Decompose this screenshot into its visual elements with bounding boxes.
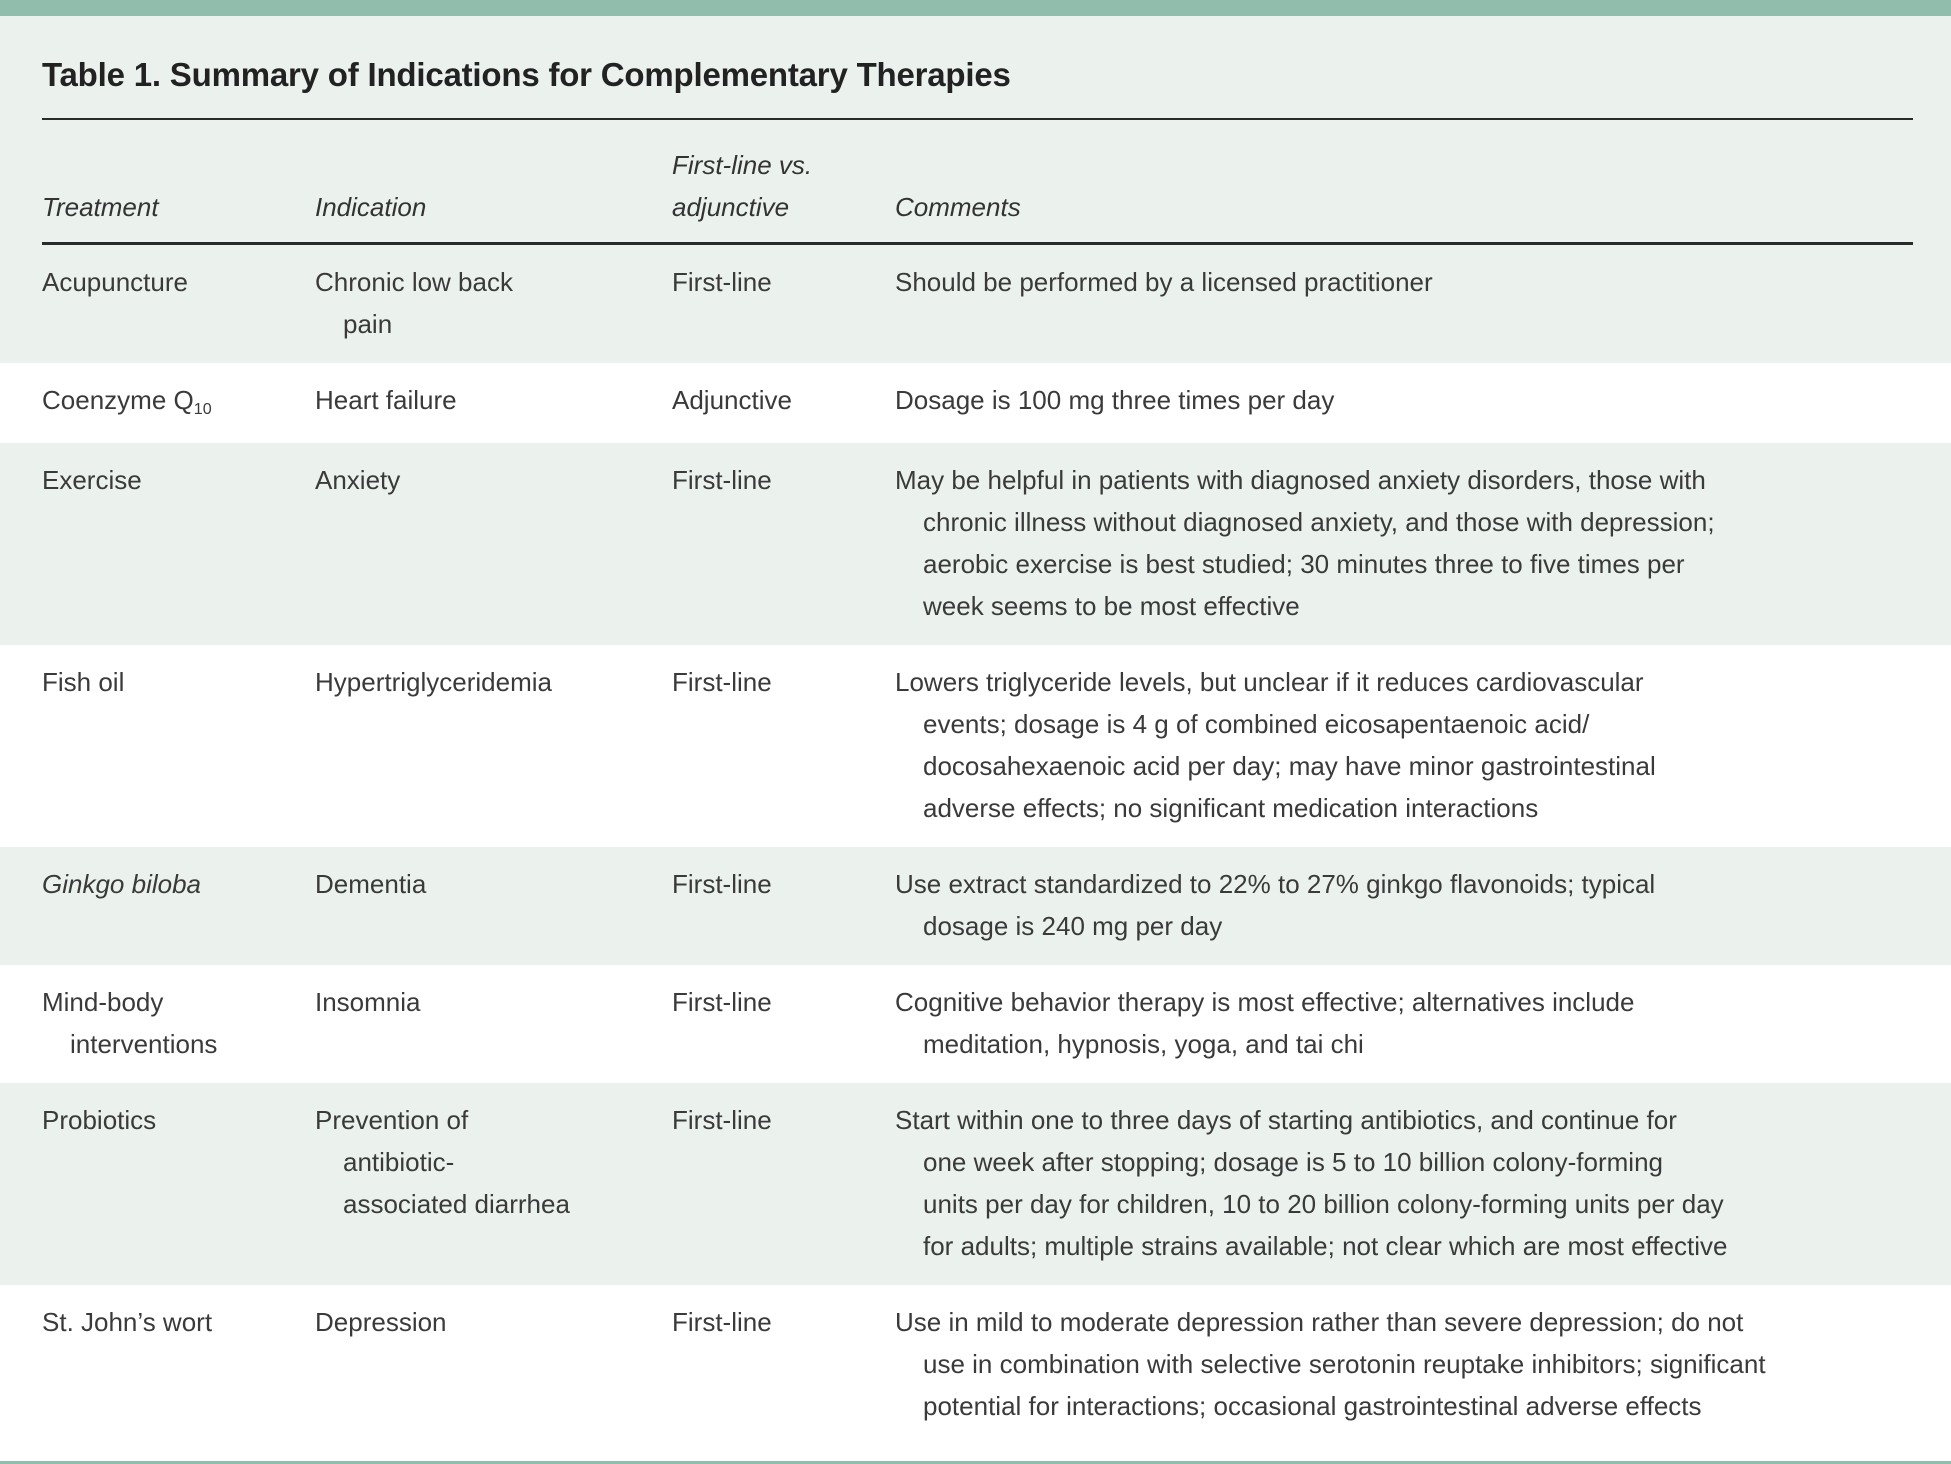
- title-rule-wrap: [0, 118, 1951, 120]
- treatment-cell: Acupuncture: [42, 267, 188, 297]
- bottom-accent-bar: [0, 1461, 1951, 1464]
- treatment-cell: Coenzyme Q10: [42, 363, 315, 443]
- line-cell: First-line: [672, 1307, 772, 1337]
- comments-cell: Should be performed by a licensed practi…: [895, 267, 1433, 297]
- line-cell: First-line: [672, 987, 772, 1017]
- treatment-subscript: 10: [193, 399, 212, 418]
- table-row-coenzyme-q10: Coenzyme Q10 Heart failure Adjunctive Do…: [0, 363, 1951, 443]
- table-row-acupuncture: Acupuncture Chronic low back pain First-…: [0, 245, 1951, 363]
- column-header-row: Treatment Indication First-line vs. adju…: [0, 120, 1951, 242]
- top-accent-bar: [0, 0, 1951, 16]
- table-title: Table 1. Summary of Indications for Comp…: [42, 56, 1011, 93]
- comments-cell: May be helpful in patients with diagnose…: [895, 465, 1715, 621]
- indication-cell: Depression: [315, 1307, 447, 1337]
- table-row-exercise: Exercise Anxiety First-line May be helpf…: [0, 443, 1951, 645]
- comments-cell: Use extract standardized to 22% to 27% g…: [895, 869, 1656, 941]
- treatment-cell: Probiotics: [42, 1105, 157, 1135]
- table-row-fish-oil: Fish oil Hypertriglyceridemia First-line…: [0, 645, 1951, 847]
- line-cell: First-line: [672, 667, 772, 697]
- indication-cell: Anxiety: [315, 465, 401, 495]
- comments-cell: Use in mild to moderate depression rathe…: [895, 1307, 1766, 1421]
- line-cell: First-line: [672, 869, 772, 899]
- treatment-text: Coenzyme Q: [42, 385, 194, 415]
- comments-cell: Cognitive behavior therapy is most effec…: [895, 987, 1635, 1059]
- header-rule-wrap: [0, 242, 1951, 245]
- indication-cell: Dementia: [315, 869, 427, 899]
- treatment-cell: Ginkgo biloba: [42, 847, 315, 965]
- table-row-probiotics: Probiotics Prevention of antibiotic- ass…: [0, 1083, 1951, 1285]
- treatment-cell: St. John’s wort: [42, 1307, 213, 1337]
- line-cell: First-line: [672, 267, 772, 297]
- treatment-text: Ginkgo biloba: [42, 869, 201, 899]
- line-cell: First-line: [672, 465, 772, 495]
- indication-cell: Heart failure: [315, 385, 457, 415]
- indication-cell: Insomnia: [315, 987, 421, 1017]
- treatment-cell: Exercise: [42, 465, 142, 495]
- table-row-mind-body-interventions: Mind-body interventions Insomnia First-l…: [0, 965, 1951, 1083]
- treatment-cell: Mind-body interventions: [42, 987, 218, 1059]
- table-row-st-johns-wort: St. John’s wort Depression First-line Us…: [0, 1285, 1951, 1461]
- indication-cell: Chronic low back pain: [315, 267, 513, 339]
- line-cell: First-line: [672, 1105, 772, 1135]
- comments-cell: Dosage is 100 mg three times per day: [895, 385, 1335, 415]
- title-rule: [42, 118, 1913, 120]
- line-cell: Adjunctive: [672, 385, 792, 415]
- col-header-firstline-vs-adjunctive: First-line vs. adjunctive: [672, 150, 813, 222]
- col-header-indication: Indication: [315, 192, 427, 222]
- indication-cell: Prevention of antibiotic- associated dia…: [315, 1105, 570, 1219]
- treatment-cell: Fish oil: [42, 667, 125, 697]
- indication-cell: Hypertriglyceridemia: [315, 667, 552, 697]
- header-rule: [42, 242, 1913, 245]
- table-row-ginkgo-biloba: Ginkgo biloba Dementia First-line Use ex…: [0, 847, 1951, 965]
- col-header-comments: Comments: [895, 192, 1021, 222]
- comments-cell: Lowers triglyceride levels, but unclear …: [895, 667, 1656, 823]
- comments-cell: Start within one to three days of starti…: [895, 1105, 1728, 1261]
- title-block: Table 1. Summary of Indications for Comp…: [0, 16, 1951, 118]
- col-header-treatment: Treatment: [42, 192, 159, 222]
